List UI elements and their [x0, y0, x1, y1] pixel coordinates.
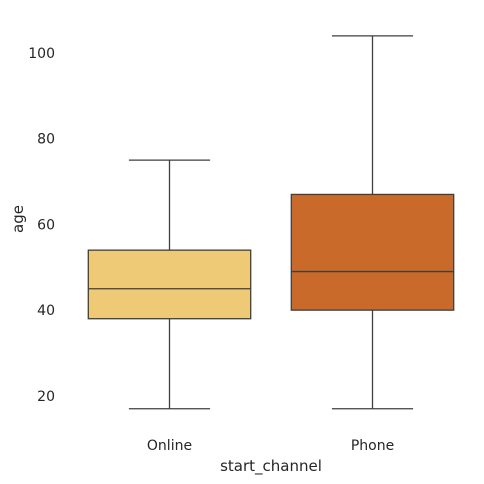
box-online — [88, 160, 250, 409]
y-tick-label: 80 — [37, 132, 55, 148]
y-tick-label: 20 — [37, 389, 55, 405]
x-tick-label: Online — [147, 438, 192, 454]
x-tick-label: Phone — [351, 438, 394, 454]
y-tick-label: 100 — [28, 46, 55, 62]
x-axis-label: start_channel — [220, 457, 322, 476]
y-axis: 20 40 60 80 100 — [28, 46, 55, 405]
y-tick-label: 60 — [37, 217, 55, 233]
y-axis-label: age — [9, 205, 27, 233]
x-axis: Online Phone — [147, 438, 394, 454]
boxes-group — [88, 36, 453, 409]
iqr-box — [88, 250, 250, 319]
box-phone — [291, 36, 453, 409]
iqr-box — [291, 194, 453, 310]
y-tick-label: 40 — [37, 303, 55, 319]
